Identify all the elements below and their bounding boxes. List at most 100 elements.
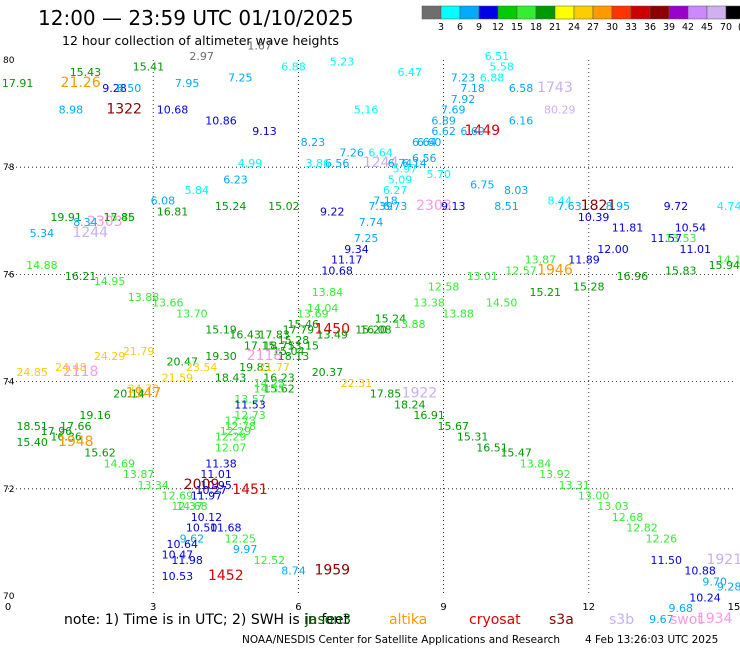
wave-height-point: 1449 — [464, 123, 500, 139]
color-scale-label: 45 — [701, 22, 713, 33]
wave-height-point: 19.83 — [239, 361, 271, 374]
wave-height-point: 1921 — [706, 552, 740, 568]
wave-height-point: 12.58 — [428, 280, 460, 293]
wave-height-point: 20.47 — [166, 356, 198, 369]
wave-height-point: 1934 — [697, 611, 733, 627]
y-tick-label: 78 — [3, 163, 15, 173]
wave-height-point: 15.31 — [457, 431, 489, 444]
color-scale-label: 27 — [587, 22, 599, 33]
y-tick-label: 74 — [3, 378, 15, 388]
wave-height-point: 17.15 — [244, 339, 276, 352]
wave-height-point: 14.04 — [307, 302, 339, 315]
wave-height-point: 6.14 — [402, 157, 427, 170]
wave-height-point: 1946 — [537, 262, 573, 278]
wave-height-point: 80.29 — [544, 104, 576, 117]
color-scale-label: 18 — [530, 22, 542, 33]
wave-height-point: 11.57 — [650, 232, 682, 245]
color-scale-label: 33 — [625, 22, 637, 33]
wave-height-point: 7.95 — [175, 77, 200, 90]
wave-height-point: 10.54 — [675, 222, 707, 235]
wave-height-point: 13.53 — [665, 232, 697, 245]
wave-height-point: 12.78 — [225, 420, 257, 433]
wave-height-point: 15.83 — [665, 264, 697, 277]
color-scale-label: 9 — [476, 22, 482, 33]
wave-height-point: 6.56 — [412, 152, 437, 165]
wave-height-point: 21.77 — [258, 361, 290, 374]
chart-title: 12:00 — 23:59 UTC 01/10/2025 — [38, 6, 354, 30]
wave-height-point: 2.97 — [189, 50, 214, 63]
wave-height-point: 7.23 — [451, 71, 476, 84]
wave-height-point: 13.03 — [597, 500, 629, 513]
wave-height-point: 12.26 — [646, 532, 678, 545]
wave-height-point: 15.67 — [438, 420, 470, 433]
wave-height-point: 13.92 — [539, 468, 571, 481]
wave-height-point: 13.34 — [137, 479, 169, 492]
y-tick-label: 70 — [3, 592, 15, 602]
wave-height-point: 7.63 — [557, 200, 582, 213]
credit-line: NOAA/NESDIS Center for Satellite Applica… — [242, 634, 560, 646]
wave-height-point: 1452 — [208, 568, 244, 584]
wave-height-point: 6.60 — [417, 136, 442, 149]
legend-s3b: s3b — [609, 612, 635, 628]
wave-height-point: 1922 — [402, 386, 438, 402]
wave-height-point: 15.94 — [709, 259, 740, 272]
wave-height-point: 11.98 — [171, 554, 203, 567]
y-tick-label: 80 — [3, 56, 15, 66]
wave-height-point: 11.17 — [331, 254, 363, 267]
wave-height-point: 14.68 — [176, 500, 208, 513]
wave-height-point: 15.46 — [287, 318, 319, 331]
wave-height-point: 9.62 — [180, 532, 205, 545]
wave-height-point: 11.53 — [234, 398, 266, 411]
wave-height-point: 9.13 — [252, 125, 277, 138]
wave-height-point: 2009 — [184, 477, 220, 493]
wave-height-point: 13.88 — [394, 318, 426, 331]
legend-s3a: s3a — [549, 612, 574, 628]
wave-height-point: 7.69 — [441, 104, 466, 117]
wave-height-point: 16.51 — [476, 441, 508, 454]
color-scale-swatch — [725, 5, 740, 20]
wave-height-point: 15.20 — [355, 323, 387, 336]
wave-height-point: 5.97 — [393, 163, 418, 176]
wave-height-point: 13.66 — [152, 297, 184, 310]
wave-height-point: 10.95 — [200, 479, 232, 492]
wave-height-point: 16.21 — [65, 270, 97, 283]
wave-height-point: 5.09 — [388, 173, 413, 186]
wave-height-point: 15.62 — [263, 382, 295, 395]
wave-height-point: 15.40 — [16, 436, 48, 449]
wave-height-point: 6.62 — [431, 125, 456, 138]
wave-height-point: 7.26 — [339, 146, 364, 159]
wave-height-point: 15.28 — [573, 280, 605, 293]
wave-height-point: 17.85 — [370, 388, 402, 401]
wave-height-point: 15.62 — [84, 447, 116, 460]
wave-height-point: 9.34 — [344, 243, 369, 256]
wave-height-point: 1244 — [363, 155, 399, 171]
legend-altika: altika — [389, 612, 428, 628]
wave-height-point: 7.18 — [460, 82, 485, 95]
wave-height-point: 2118 — [63, 364, 99, 380]
wave-height-point: 8.95 — [606, 200, 631, 213]
wave-height-point: 10.39 — [578, 211, 610, 224]
wave-height-point: 7.92 — [451, 93, 476, 106]
wave-height-point: 10.86 — [205, 114, 237, 127]
wave-height-point: 9.97 — [233, 543, 258, 556]
wave-height-point: 18.24 — [394, 398, 426, 411]
wave-height-point: 16.23 — [263, 372, 295, 385]
wave-height-point: 9.28 — [102, 82, 127, 95]
wave-height-point: 6.73 — [383, 200, 408, 213]
wave-height-point: 17.66 — [60, 420, 92, 433]
wave-height-point: 9.28 — [717, 581, 740, 594]
wave-height-point: 7.18 — [373, 195, 398, 208]
wave-height-point: 10.24 — [689, 591, 721, 604]
wave-height-point: 13.70 — [176, 307, 208, 320]
wave-height-point: 2118 — [247, 348, 283, 364]
wave-height-point: 5.16 — [354, 104, 379, 117]
wave-height-point: 13.31 — [559, 479, 591, 492]
wave-height-point: 5.23 — [330, 55, 355, 68]
wave-height-point: 6.08 — [151, 195, 176, 208]
wave-height-point: 24.29 — [94, 350, 126, 363]
wave-height-point: 14.69 — [104, 457, 136, 470]
wave-height-point: 13.49 — [317, 329, 349, 342]
wave-height-point: 1.67 — [247, 39, 272, 52]
x-tick-label: 6 — [295, 602, 301, 613]
